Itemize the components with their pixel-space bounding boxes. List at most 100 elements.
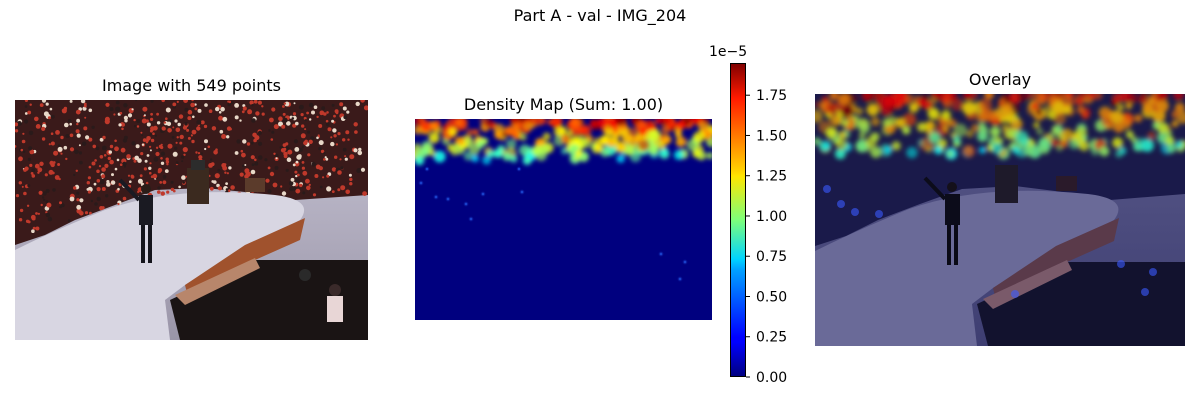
crowd-person (275, 157, 278, 160)
crowd-person (323, 158, 326, 161)
crowd-person (107, 156, 112, 161)
crowd-person (349, 182, 353, 186)
crowd-person (244, 164, 247, 166)
crowd-person (52, 188, 56, 192)
crowd-person (145, 181, 149, 185)
crowd-person (153, 125, 158, 131)
crowd-person (119, 163, 123, 166)
crowd-person (101, 206, 105, 210)
crowd-person (118, 123, 122, 127)
crowd-person (146, 136, 151, 141)
overlay-point (851, 208, 859, 216)
overlay-image (815, 94, 1185, 346)
crowd-person (253, 138, 257, 143)
crowd-person (183, 100, 188, 103)
crowd-person (197, 108, 202, 113)
density-blob (946, 150, 954, 158)
crowd-person (308, 183, 311, 186)
crowd-person (292, 163, 296, 167)
density-blob (815, 101, 821, 108)
density-blob (858, 122, 871, 134)
crowd-person (99, 155, 104, 159)
crowd-person (134, 155, 139, 161)
crowd-person (181, 175, 186, 180)
crowd-person (167, 128, 172, 133)
crowd-person (221, 134, 227, 139)
density-blob (1110, 110, 1123, 124)
density-blob (609, 133, 620, 145)
density-blob (989, 126, 1001, 137)
crowd-person (225, 188, 229, 191)
crowd-person (240, 149, 244, 153)
density-blob (466, 128, 474, 136)
crowd-person (331, 119, 335, 123)
density-blob (518, 144, 531, 157)
density-blob (962, 145, 975, 158)
crowd-person (280, 185, 283, 188)
crowd-person (299, 183, 303, 188)
density-blob (1042, 105, 1054, 118)
density-blob (533, 119, 542, 125)
crowd-person (127, 113, 133, 118)
crowd-person (23, 191, 27, 196)
crowd-person (123, 135, 128, 140)
crowd-person (175, 141, 178, 144)
crowd-person (64, 122, 69, 128)
crowd-person (185, 175, 188, 178)
crowd-person (327, 127, 332, 132)
crowd-person (139, 174, 143, 178)
crowd-person (342, 138, 346, 142)
crowd-person (179, 141, 183, 145)
density-blob (509, 154, 518, 163)
crowd-person (334, 155, 338, 159)
crowd-person (166, 190, 170, 194)
crowd-person (275, 153, 279, 158)
crowd-person (114, 167, 118, 171)
density-blob (600, 147, 610, 157)
crowd-person (363, 105, 368, 111)
crowd-person (249, 100, 254, 105)
density-blob (821, 95, 829, 103)
crowd-person (257, 100, 262, 105)
crowd-person (244, 174, 249, 179)
crowd-person (323, 152, 326, 155)
crowd-person (69, 196, 75, 202)
crowd-person (217, 168, 221, 172)
crowd-person (288, 181, 294, 186)
crowd-person (110, 180, 116, 185)
crowd-person (292, 123, 297, 128)
density-blob (1125, 102, 1133, 110)
crowd-person (360, 100, 365, 103)
density-blob (1175, 140, 1183, 149)
density-blob (472, 129, 479, 136)
crowd-person (234, 115, 239, 120)
crowd-person (306, 185, 311, 191)
density-blob (966, 129, 974, 138)
crowd-person (176, 100, 179, 103)
density-blob (1088, 94, 1096, 99)
crowd-person (194, 103, 197, 106)
crowd-person (133, 118, 136, 122)
density-blob (648, 129, 660, 141)
crowd-person (301, 166, 305, 170)
density-point (518, 188, 526, 196)
crowd-person (90, 199, 94, 203)
crowd-person (226, 172, 229, 175)
crowd-person (60, 152, 63, 155)
overlay-panel-title: Overlay (968, 70, 1032, 89)
density-blob (519, 133, 527, 141)
crowd-person (269, 171, 275, 177)
crowd-person (43, 111, 49, 117)
crowd-person (218, 111, 222, 114)
crowd-person (267, 189, 272, 194)
crowd-person (157, 190, 161, 194)
crowd-person (316, 136, 319, 140)
crowd-person (334, 109, 339, 114)
crowd-person (311, 161, 316, 167)
crowd-person (191, 139, 195, 144)
crowd-person (73, 173, 76, 177)
crowd-person (96, 179, 101, 183)
crowd-person (117, 187, 120, 191)
crowd-person (127, 174, 131, 177)
crowd-person (239, 172, 244, 177)
